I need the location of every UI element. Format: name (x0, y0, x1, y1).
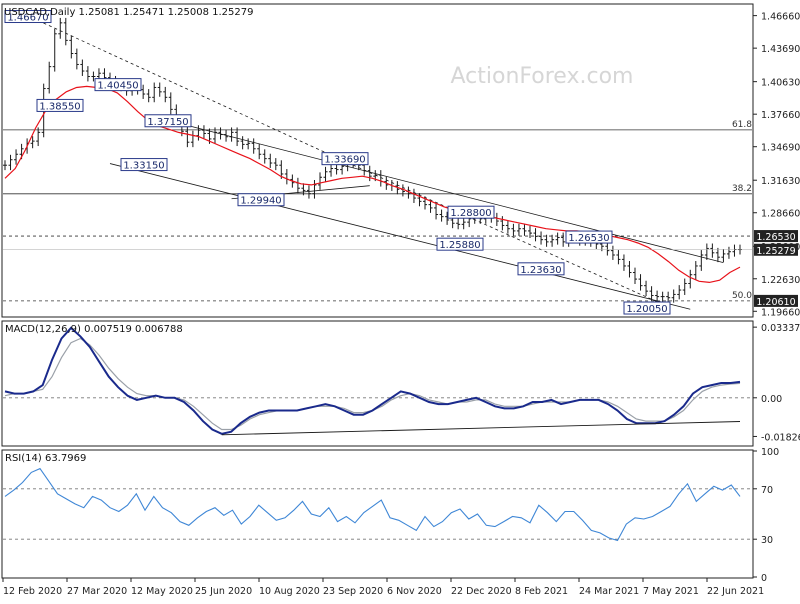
level-callout-text: 1.38550 (39, 101, 80, 112)
level-callout-box (321, 152, 369, 166)
level-callout-text: 1.28800 (450, 208, 491, 219)
moving-average-line (4, 85, 741, 284)
price-tag-text: 1.25279 (756, 246, 795, 257)
level-callout-text: 1.33150 (123, 161, 164, 172)
price-tag-box (754, 243, 798, 256)
level-callout-text: 1.20050 (626, 304, 667, 315)
level-callout-box (623, 301, 671, 315)
level-callout-text: 1.40450 (97, 81, 138, 92)
macd-trendline (221, 421, 741, 436)
level-callout-box (36, 98, 84, 112)
level-callout-text: 1.37150 (147, 117, 188, 128)
date-axis-label: 23 Sep 2020 (323, 586, 383, 597)
dashed-trendline-lower (336, 157, 658, 303)
price-panel-title: USDCAD,Daily 1.25081 1.25471 1.25008 1.2… (4, 7, 254, 18)
date-axis-label: 12 May 2020 (131, 586, 193, 597)
macd-axis-label: 0.00 (761, 394, 782, 405)
level-callout-box (237, 193, 285, 207)
price-axis-label: 1.46660 (761, 12, 800, 23)
rsi-axis-label: 0 (761, 573, 767, 584)
level-labels: 1.46670 1.40450 1.38550 1.37150 1.33150 1.336… (4, 10, 798, 315)
level-callout-box (565, 230, 613, 244)
rsi-axis-label: 30 (761, 535, 773, 546)
level-callout-box (4, 10, 52, 24)
rsi-axis-label: 100 (761, 447, 779, 458)
fib-level-label: 50.0 (732, 291, 752, 301)
date-axis-label: 12 Feb 2020 (3, 586, 62, 597)
rsi-line (4, 467, 741, 542)
fib-level-label: 38.2 (732, 184, 752, 194)
price-axis-label: 1.37660 (761, 110, 800, 121)
level-callout-text: 1.29940 (240, 196, 281, 207)
fib-level-label: 61.8 (732, 120, 752, 130)
level-callout-box (517, 262, 565, 276)
axes: 1.46660 1.43690 1.40630 1.37660 1.34690 1.316… (2, 12, 800, 597)
macd-line (4, 326, 741, 435)
price-tag-text: 1.26530 (756, 232, 795, 243)
level-callout-text: 1.26530 (568, 233, 609, 244)
price-tag-text: 1.20610 (756, 297, 795, 308)
date-axis-label: 24 Mar 2021 (579, 586, 639, 597)
level-callout-text: 1.23630 (520, 265, 561, 276)
level-callout-box (120, 158, 168, 172)
date-axis-label: 8 Feb 2021 (515, 586, 568, 597)
price-tag-box (754, 230, 798, 243)
date-axis-label: 7 May 2021 (643, 586, 699, 597)
price-axis-label: 1.34690 (761, 143, 800, 154)
macd-plot (3, 326, 752, 436)
price-axis-label: 1.43690 (761, 44, 800, 55)
macd-panel-frame (1, 320, 754, 447)
level-callout-text: 1.33690 (324, 155, 365, 166)
watermark-text: ActionForex.com (451, 64, 634, 89)
date-axis-label: 27 Mar 2020 (67, 586, 127, 597)
price-axis-label: 1.28660 (761, 209, 800, 220)
dashed-trendline-upper (26, 15, 337, 159)
date-axis-label: 22 Jun 2021 (707, 586, 764, 597)
price-axis-label: 1.40630 (761, 78, 800, 89)
date-axis-label: 6 Nov 2020 (387, 586, 442, 597)
level-callout-box (447, 205, 495, 219)
macd-panel-title: MACD(12,26,9) 0.007519 0.006788 (5, 324, 183, 335)
macd-axis-label: 0.03337 (761, 323, 800, 334)
price-tag-box (754, 294, 798, 307)
level-callout-box (436, 237, 484, 251)
date-axis-label: 22 Dec 2020 (451, 586, 512, 597)
level-callout-text: 1.46670 (7, 13, 48, 24)
channel-upper-line (165, 119, 724, 264)
price-axis-label: 1.31630 (761, 176, 800, 187)
rsi-plot (3, 467, 752, 542)
rsi-axis-label: 70 (761, 485, 773, 496)
rsi-panel-title: RSI(14) 63.7969 (5, 453, 86, 464)
macd-axis-label: -0.018262 (761, 432, 800, 443)
price-panel-frame (1, 3, 754, 318)
channel-lower-line (109, 163, 691, 310)
level-callout-box (144, 114, 192, 128)
level-callout-box (94, 78, 142, 92)
level-callout-text: 1.25880 (439, 240, 480, 251)
rsi-panel-frame (1, 449, 754, 579)
price-axis-label: 1.22630 (761, 275, 800, 286)
date-axis-label: 25 Jun 2020 (195, 586, 252, 597)
price-axis-label: 1.19660 (761, 307, 800, 318)
date-axis-label: 10 Aug 2020 (259, 586, 320, 597)
